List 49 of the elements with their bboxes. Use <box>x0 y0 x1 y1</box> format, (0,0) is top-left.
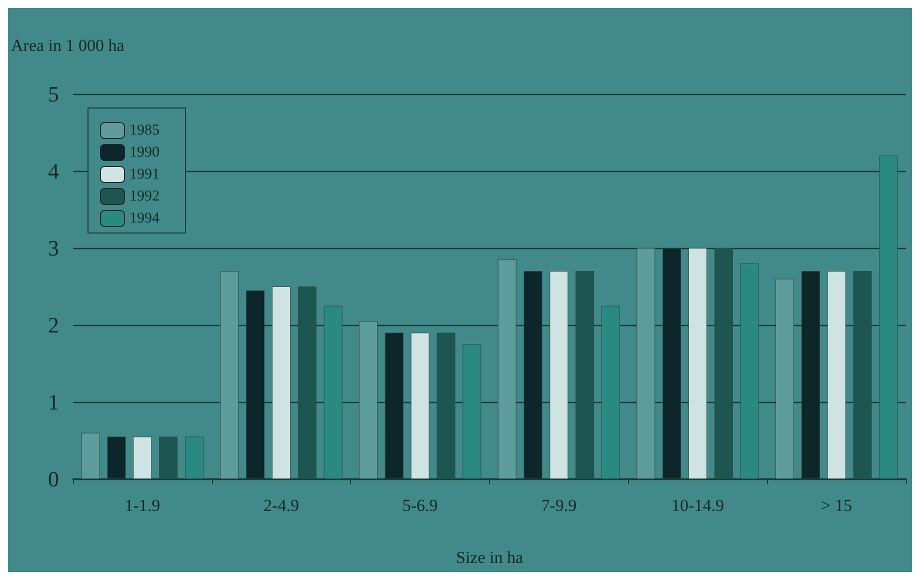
legend-label: 1994 <box>130 210 160 226</box>
legend-label: 1985 <box>130 122 160 138</box>
x-tick-label: 7-9.9 <box>541 496 577 515</box>
bar <box>550 271 568 479</box>
bar <box>524 271 542 479</box>
y-tick-label: 2 <box>48 312 59 338</box>
bar <box>576 271 594 479</box>
bar <box>159 436 178 479</box>
bar <box>133 436 152 479</box>
x-tick-label: 10-14.9 <box>672 496 724 515</box>
x-tick-label: 2-4.9 <box>264 496 299 515</box>
bar <box>436 332 456 479</box>
bar <box>601 306 620 479</box>
y-tick-label: 0 <box>48 466 59 492</box>
x-axis-title: Size in ha <box>456 548 524 567</box>
y-tick-label: 5 <box>48 82 59 106</box>
bar <box>714 248 733 479</box>
bar <box>879 156 898 479</box>
bar <box>853 271 872 479</box>
x-tick-label: > 15 <box>821 496 852 515</box>
bar <box>220 271 239 479</box>
legend-label: 1990 <box>130 144 160 160</box>
bar <box>410 332 430 479</box>
bar <box>272 286 291 479</box>
x-tick-label: 5-6.9 <box>402 496 438 515</box>
bar <box>827 271 846 479</box>
bar <box>81 432 100 479</box>
y-tick-label: 3 <box>48 236 59 260</box>
bar <box>107 436 126 479</box>
legend-label: 1991 <box>130 166 160 182</box>
bar <box>462 344 482 479</box>
bar <box>298 286 316 479</box>
bar <box>688 248 708 479</box>
x-tick-label: 1-1.9 <box>124 496 160 515</box>
legend-label: 1992 <box>130 188 160 204</box>
bar <box>324 306 342 479</box>
bar <box>740 263 759 479</box>
bar <box>662 248 682 479</box>
bar <box>775 278 794 479</box>
bar <box>358 321 378 479</box>
bar <box>498 260 516 479</box>
bar <box>184 436 204 479</box>
y-axis-title: Area in 1 000 ha <box>11 36 125 55</box>
y-tick-label: 1 <box>48 390 59 414</box>
bar <box>801 271 820 479</box>
bar <box>384 332 404 479</box>
y-tick-label: 4 <box>48 158 59 184</box>
bar <box>246 290 265 479</box>
bar <box>636 248 656 479</box>
